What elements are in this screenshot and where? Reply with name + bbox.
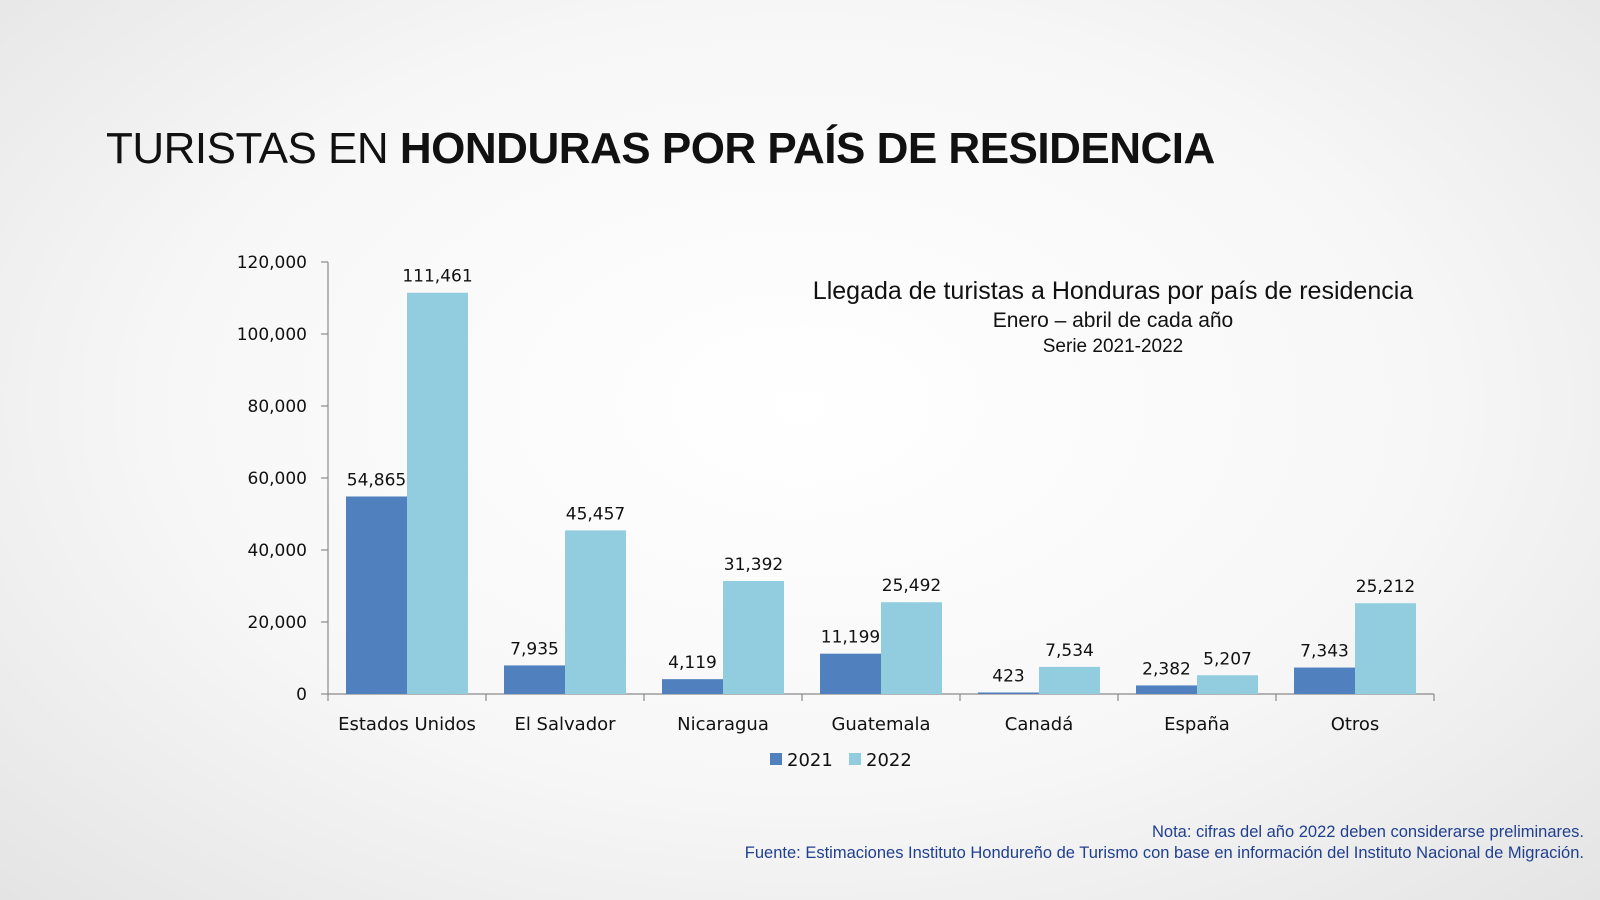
bar-2021 <box>978 692 1039 694</box>
bar-2021 <box>1294 667 1355 694</box>
chart-title: Llegada de turistas a Honduras por país … <box>813 277 1413 305</box>
legend-label-2021: 2021 <box>787 750 833 771</box>
x-category-label: España <box>1164 714 1230 735</box>
bar-2022 <box>1039 666 1100 694</box>
y-tick-label: 80,000 <box>248 397 307 417</box>
bar-value-label: 11,199 <box>821 628 880 648</box>
y-tick-label: 60,000 <box>248 469 307 489</box>
legend-swatch-2022 <box>849 753 861 765</box>
bar-2022 <box>881 602 942 694</box>
x-category-label: Otros <box>1331 714 1380 735</box>
x-axis: Estados Unidos El Salvador Nicaragua Guatem… <box>327 693 1435 735</box>
bar-value-label: 2,382 <box>1142 659 1191 679</box>
note-text: Nota: cifras del año 2022 deben consider… <box>1152 823 1584 841</box>
bar-2022 <box>407 292 468 694</box>
bar-value-label: 25,212 <box>1356 577 1415 597</box>
source-text: Fuente: Estimaciones Instituto Hondureño… <box>744 844 1584 862</box>
chart-subtitle: Enero – abril de cada año <box>993 309 1234 332</box>
bar-value-label: 7,534 <box>1045 641 1094 661</box>
y-tick-label: 20,000 <box>248 613 307 633</box>
page-title-bold: HONDURAS POR PAÍS DE RESIDENCIA <box>399 124 1215 173</box>
page-title-light: TURISTAS EN <box>106 124 400 173</box>
x-category-label: Canadá <box>1005 714 1074 735</box>
bar-value-label: 423 <box>992 666 1024 686</box>
y-tick-label: 120,000 <box>237 253 307 273</box>
bar-value-label: 7,935 <box>510 639 559 659</box>
bar-value-label: 7,343 <box>1300 642 1349 662</box>
bar-labels: 54,865 111,461 7,935 45,457 4,119 31,392 11,19… <box>347 267 1415 687</box>
legend-label-2022: 2022 <box>866 750 912 771</box>
y-tick-label: 100,000 <box>237 325 307 345</box>
bar-2021 <box>504 665 565 694</box>
legend-swatch-2021 <box>770 753 782 765</box>
bar-value-label: 45,457 <box>566 504 625 524</box>
bar-value-label: 25,492 <box>882 576 941 596</box>
x-category-label: Nicaragua <box>677 714 769 735</box>
bar-2022 <box>565 530 626 694</box>
bar-2021 <box>346 496 407 694</box>
bar-2022 <box>723 580 784 694</box>
x-category-label: Estados Unidos <box>338 714 476 735</box>
chart-subtitle-series: Serie 2021-2022 <box>1043 336 1184 357</box>
page-title: TURISTAS EN HONDURAS POR PAÍS DE RESIDEN… <box>106 124 1215 174</box>
bar-2022 <box>1197 675 1258 694</box>
bar-value-label: 4,119 <box>668 653 717 673</box>
bar-2021 <box>662 679 723 694</box>
bars <box>346 292 1416 694</box>
y-tick-label: 40,000 <box>248 541 307 561</box>
y-axis: 0 20,000 40,000 60,000 80,000 100,000 120,000 <box>237 253 329 705</box>
bar-value-label: 111,461 <box>402 267 472 287</box>
bar-value-label: 5,207 <box>1203 649 1252 669</box>
footnotes: Nota: cifras del año 2022 deben consider… <box>745 822 1584 864</box>
bar-value-label: 54,865 <box>347 470 406 490</box>
legend: 2021 2022 <box>770 750 912 771</box>
bar-2021 <box>820 653 881 694</box>
x-category-label: Guatemala <box>831 714 930 735</box>
bar-value-label: 31,392 <box>724 555 783 575</box>
x-category-label: El Salvador <box>514 714 616 735</box>
bar-2022 <box>1355 603 1416 694</box>
bar-2021 <box>1136 685 1197 694</box>
y-tick-label: 0 <box>296 685 307 705</box>
